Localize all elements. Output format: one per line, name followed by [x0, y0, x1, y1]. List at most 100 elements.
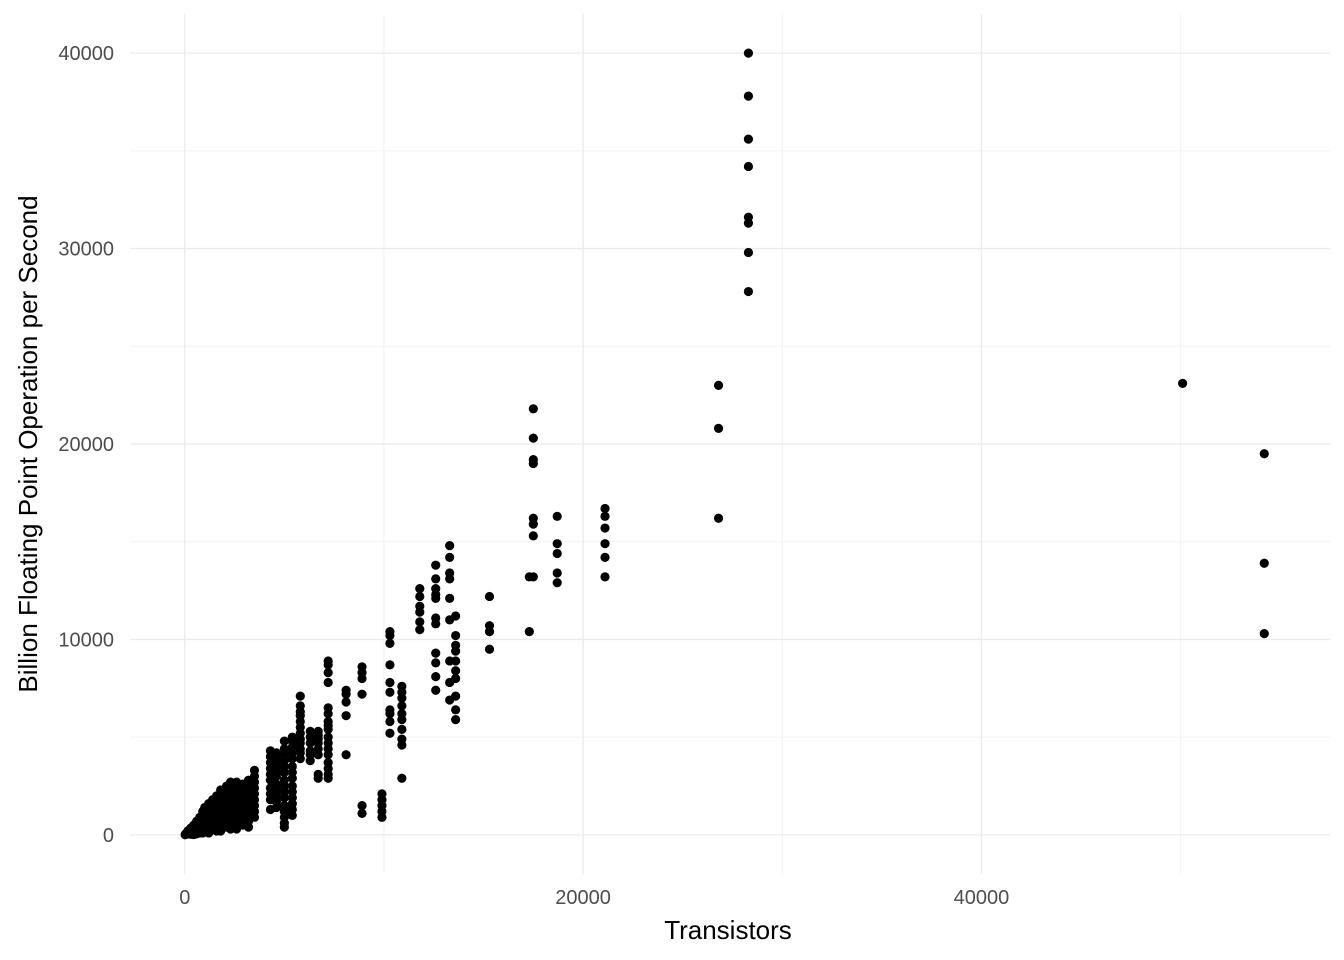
- data-point: [377, 812, 387, 822]
- data-point: [600, 552, 610, 562]
- data-point: [451, 646, 461, 656]
- data-point: [431, 619, 441, 629]
- data-point: [397, 740, 407, 750]
- data-point: [431, 593, 441, 604]
- data-point: [600, 539, 610, 549]
- data-point: [431, 658, 441, 668]
- data-point: [445, 541, 455, 551]
- data-point: [341, 750, 351, 760]
- data-point: [451, 691, 461, 701]
- data-point: [357, 673, 367, 684]
- data-point: [445, 552, 455, 562]
- data-point: [484, 644, 495, 654]
- data-point: [552, 539, 562, 549]
- data-point: [323, 750, 333, 760]
- data-point: [524, 572, 534, 582]
- data-point: [279, 793, 289, 803]
- data-point: [415, 617, 425, 627]
- data-point: [287, 773, 297, 783]
- data-point: [357, 808, 367, 819]
- data-point: [743, 218, 754, 228]
- data-point: [600, 572, 610, 582]
- y-tick-label: 40000: [58, 43, 114, 65]
- data-point: [445, 593, 455, 604]
- data-point: [451, 705, 461, 715]
- data-point: [341, 689, 351, 699]
- x-tick-label: 40000: [954, 887, 1010, 909]
- y-axis-title: Billion Floating Point Operation per Sec…: [13, 195, 43, 692]
- data-point: [265, 795, 276, 805]
- data-point: [600, 503, 610, 514]
- data-point: [323, 709, 333, 719]
- data-point: [287, 810, 297, 820]
- data-point: [552, 568, 562, 578]
- data-point: [415, 584, 425, 594]
- data-point: [385, 638, 395, 648]
- data-point: [743, 247, 754, 258]
- data-point: [323, 668, 333, 678]
- data-point: [1259, 558, 1269, 568]
- data-point: [415, 591, 425, 602]
- data-point: [445, 574, 455, 584]
- data-point: [397, 724, 407, 734]
- x-tick-label: 0: [179, 887, 190, 909]
- data-point: [524, 627, 534, 637]
- data-point: [484, 591, 495, 602]
- y-tick-label: 30000: [58, 239, 114, 261]
- data-point: [357, 689, 367, 699]
- data-point: [385, 687, 395, 697]
- data-point: [528, 519, 538, 529]
- data-point: [323, 773, 333, 783]
- data-point: [341, 711, 351, 721]
- data-point: [385, 630, 395, 641]
- data-point: [295, 691, 305, 701]
- x-tick-label: 20000: [555, 887, 611, 909]
- data-point: [415, 625, 425, 635]
- axes-layer: 0 20000 40000 0 10000 20000 30000 40000: [58, 43, 1009, 909]
- data-point: [713, 513, 724, 523]
- data-point: [313, 750, 323, 760]
- data-point: [397, 693, 407, 703]
- data-point: [385, 728, 395, 738]
- data-point: [323, 660, 333, 670]
- grid-layer: [130, 14, 1330, 874]
- points-layer: [180, 48, 1269, 840]
- data-point: [1178, 378, 1188, 389]
- data-point: [451, 673, 461, 684]
- data-point: [385, 709, 395, 719]
- data-point: [743, 48, 754, 58]
- data-point: [743, 161, 754, 172]
- data-point: [397, 773, 407, 783]
- y-tick-label: 20000: [58, 434, 114, 456]
- data-point: [743, 134, 754, 144]
- data-point: [265, 775, 276, 785]
- data-point: [743, 91, 754, 101]
- data-point: [528, 404, 538, 414]
- data-point: [600, 523, 610, 533]
- data-point: [265, 804, 276, 815]
- data-point: [713, 380, 724, 390]
- x-axis-title: Transistors: [664, 915, 792, 945]
- data-point: [431, 648, 441, 658]
- y-tick-label: 10000: [58, 629, 114, 651]
- data-point: [431, 574, 441, 584]
- data-point: [451, 656, 461, 666]
- data-point: [323, 677, 333, 688]
- data-point: [385, 677, 395, 688]
- data-point: [341, 697, 351, 707]
- data-point: [431, 560, 441, 570]
- data-point: [279, 822, 289, 832]
- data-point: [484, 627, 495, 637]
- data-point: [552, 548, 562, 559]
- data-point: [357, 800, 367, 811]
- data-point: [451, 630, 461, 641]
- data-point: [180, 830, 190, 840]
- data-point: [397, 701, 407, 711]
- y-tick-label: 0: [103, 825, 114, 847]
- data-point: [287, 754, 297, 764]
- data-point: [279, 767, 289, 777]
- data-point: [451, 714, 461, 725]
- data-point: [528, 458, 538, 469]
- data-point: [323, 724, 333, 734]
- data-point: [431, 685, 441, 695]
